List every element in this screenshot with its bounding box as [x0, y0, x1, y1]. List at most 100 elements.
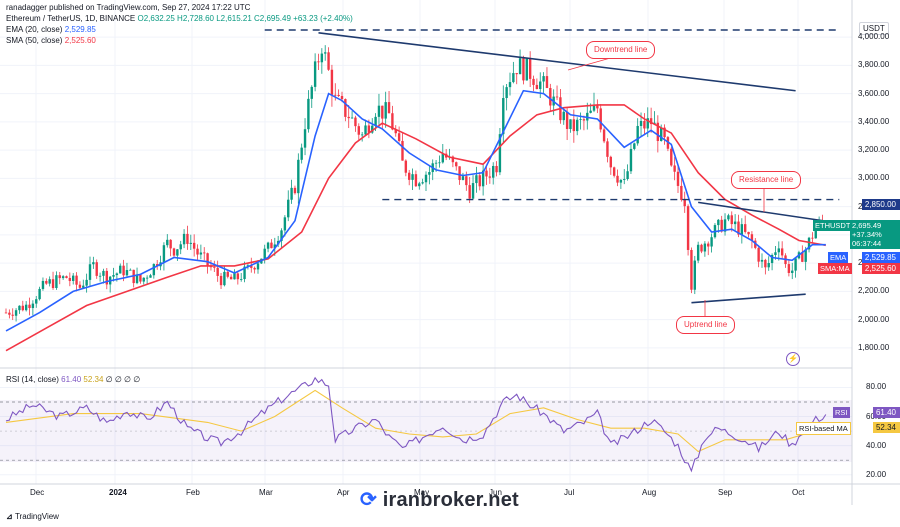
candle-body	[24, 304, 28, 311]
candle-body	[233, 273, 236, 280]
candle-body	[485, 170, 488, 177]
candle-body	[334, 94, 337, 96]
watermark-icon: ⟳	[360, 489, 383, 511]
candle-body	[45, 280, 48, 284]
candle-body	[290, 187, 293, 200]
sma-tag-value: 2,525.60	[861, 263, 900, 274]
candle-body	[696, 244, 700, 261]
candle-body	[176, 249, 179, 256]
candle-body	[633, 143, 636, 149]
candle-body	[804, 249, 807, 262]
candle-body	[122, 265, 125, 276]
candle-body	[216, 267, 219, 276]
candle-body	[142, 277, 145, 282]
candle-body	[690, 249, 693, 290]
candle-body	[4, 312, 8, 314]
candle-body	[505, 87, 508, 99]
candle-body	[317, 61, 320, 63]
candle-body	[340, 96, 344, 100]
candle-body	[750, 234, 754, 241]
candle-body	[599, 108, 602, 130]
candle-body	[643, 120, 646, 129]
price-tick-label: 3,000.00	[858, 173, 890, 183]
candle-body	[542, 76, 545, 82]
candle-body	[240, 279, 243, 280]
price-tick-label: 4,000.00	[858, 32, 890, 42]
ethusdt-price: 2,695.49	[852, 221, 882, 230]
rsi-tick-label: 20.00	[866, 469, 887, 479]
candle-body	[807, 237, 811, 250]
candle-body	[545, 76, 549, 89]
candle-body	[391, 113, 394, 130]
time-tick-label: Oct	[792, 488, 805, 497]
candle-body	[670, 148, 673, 166]
candle-body	[139, 274, 142, 282]
candle-body	[129, 269, 132, 271]
candle-body	[411, 174, 414, 180]
candle-body	[125, 270, 129, 276]
candle-body	[98, 275, 102, 277]
candle-body	[639, 120, 643, 126]
candle-body	[626, 171, 629, 180]
candle-body	[438, 162, 441, 164]
candle-body	[115, 273, 119, 276]
rsi-pane	[0, 376, 852, 473]
price-tick-label: 2,200.00	[858, 286, 890, 296]
candle-body	[770, 255, 774, 264]
candle-body	[92, 262, 95, 265]
header-author: ranadagger published on TradingView.com,…	[6, 3, 251, 12]
candle-body	[730, 215, 733, 225]
candle-body	[68, 277, 72, 281]
ethusdt-label: ETHUSDT	[813, 220, 853, 231]
candle-body	[663, 127, 666, 138]
candle-body	[256, 263, 260, 270]
header-symbol: Ethereum / TetherUS, 1D, BINANCE O2,632.…	[6, 14, 353, 24]
candle-body	[582, 119, 586, 121]
rsi-ma-tag-value: 52.34	[872, 422, 900, 433]
candle-body	[357, 126, 360, 135]
candle-body	[787, 264, 791, 273]
candle-body	[522, 58, 525, 81]
candle-body	[75, 275, 78, 285]
candle-body	[384, 102, 387, 119]
candle-body	[253, 267, 256, 270]
candle-body	[488, 176, 492, 178]
candle-body	[565, 111, 569, 129]
candle-body	[720, 219, 723, 232]
candle-body	[596, 104, 599, 109]
candle-body	[300, 147, 303, 160]
candle-body	[700, 244, 703, 252]
candle-body	[387, 102, 391, 114]
candle-body	[344, 99, 347, 117]
time-tick-label: Mar	[259, 488, 273, 497]
candle-body	[307, 98, 310, 130]
candle-body	[502, 98, 505, 135]
time-tick-label: Feb	[186, 488, 200, 497]
downtrend-pointer	[567, 56, 615, 71]
candle-body	[192, 242, 196, 249]
candle-body	[371, 125, 374, 133]
sma-tag-label: SMA:MA	[818, 263, 852, 274]
candle-body	[791, 270, 794, 273]
candle-body	[512, 73, 515, 83]
candle-body	[199, 252, 203, 255]
candle-body	[78, 284, 82, 288]
resistance-callout: Resistance line	[731, 171, 802, 189]
candle-body	[777, 248, 780, 253]
candle-body	[673, 165, 676, 172]
candle-body	[310, 86, 313, 99]
price-tick-label: 2,000.00	[858, 314, 890, 324]
candle-body	[270, 242, 273, 249]
candle-body	[737, 221, 740, 235]
candle-body	[451, 156, 455, 163]
candle-body	[401, 140, 404, 161]
candle-body	[360, 134, 364, 136]
rsi-ma-tag-label: RSI-based MA	[796, 422, 851, 435]
candle-body	[465, 176, 468, 186]
candle-body	[280, 230, 283, 241]
time-tick-label: Jun	[489, 488, 502, 497]
lightning-icon[interactable]: ⚡	[786, 352, 800, 366]
candle-body	[38, 288, 41, 300]
candle-body	[263, 248, 266, 259]
